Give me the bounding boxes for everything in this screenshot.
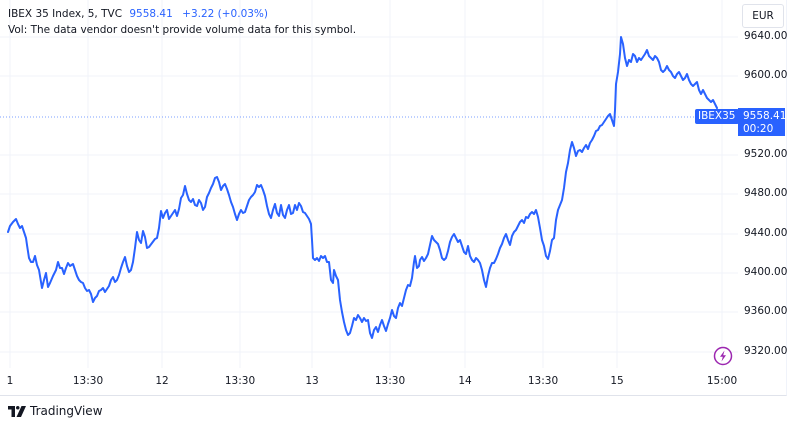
last-price-label: 9558.41 00:20 — [738, 108, 787, 136]
price-line — [7, 36, 718, 339]
price-tick-label: 9400.00 — [744, 266, 788, 278]
tradingview-logo-icon — [8, 405, 26, 417]
price-tick-label: 9600.00 — [744, 69, 788, 81]
time-tick-label: 12 — [155, 375, 169, 387]
time-tick-label: 13:30 — [374, 375, 406, 387]
chart-legend: IBEX 35 Index, 5, TVC 9558.41 +3.22 (+0.… — [8, 6, 356, 38]
last-price-value: 9558.41 — [743, 110, 787, 122]
currency-button[interactable]: EUR — [742, 4, 784, 28]
chart-container[interactable]: 9640.00 9600.00 9520.00 9480.00 9440.00 9400.… — [0, 0, 787, 396]
grid-lines — [0, 0, 738, 368]
time-tick-label: 13:30 — [224, 375, 256, 387]
price-tick-label: 9360.00 — [744, 305, 788, 317]
price-tick-label: 9640.00 — [744, 30, 788, 42]
bar-countdown: 00:20 — [743, 123, 774, 135]
symbol-price-tag: IBEX35 — [695, 109, 739, 124]
symbol-title[interactable]: IBEX 35 Index, 5, TVC — [8, 8, 123, 20]
plot-area[interactable] — [0, 0, 738, 368]
time-tick-label: 13:30 — [527, 375, 559, 387]
time-tick-label: 14 — [458, 375, 472, 387]
price-tick-label: 9480.00 — [744, 187, 788, 199]
time-tick-label: 13:30 — [72, 375, 104, 387]
price-axis[interactable]: 9640.00 9600.00 9520.00 9480.00 9440.00 9400.… — [738, 0, 788, 368]
price-tick-label: 9440.00 — [744, 227, 788, 239]
price-tick-label: 9320.00 — [744, 345, 788, 357]
time-tick-label: 15:00 — [706, 375, 738, 387]
lightning-icon[interactable] — [713, 346, 733, 366]
volume-note: Vol: The data vendor doesn't provide vol… — [8, 24, 357, 36]
brand-name: TradingView — [30, 404, 103, 418]
time-tick-label: 15 — [610, 375, 624, 387]
price-tick-label: 9520.00 — [744, 148, 788, 160]
legend-change: +3.22 (+0.03%) — [182, 8, 269, 20]
time-axis[interactable]: 1 13:30 12 13:30 13 13:30 14 13:30 15 15:00 — [0, 368, 738, 395]
legend-price: 9558.41 — [129, 8, 173, 20]
tradingview-branding[interactable]: TradingView — [8, 402, 103, 420]
time-tick-label: 13 — [305, 375, 319, 387]
time-tick-label: 1 — [6, 375, 14, 387]
